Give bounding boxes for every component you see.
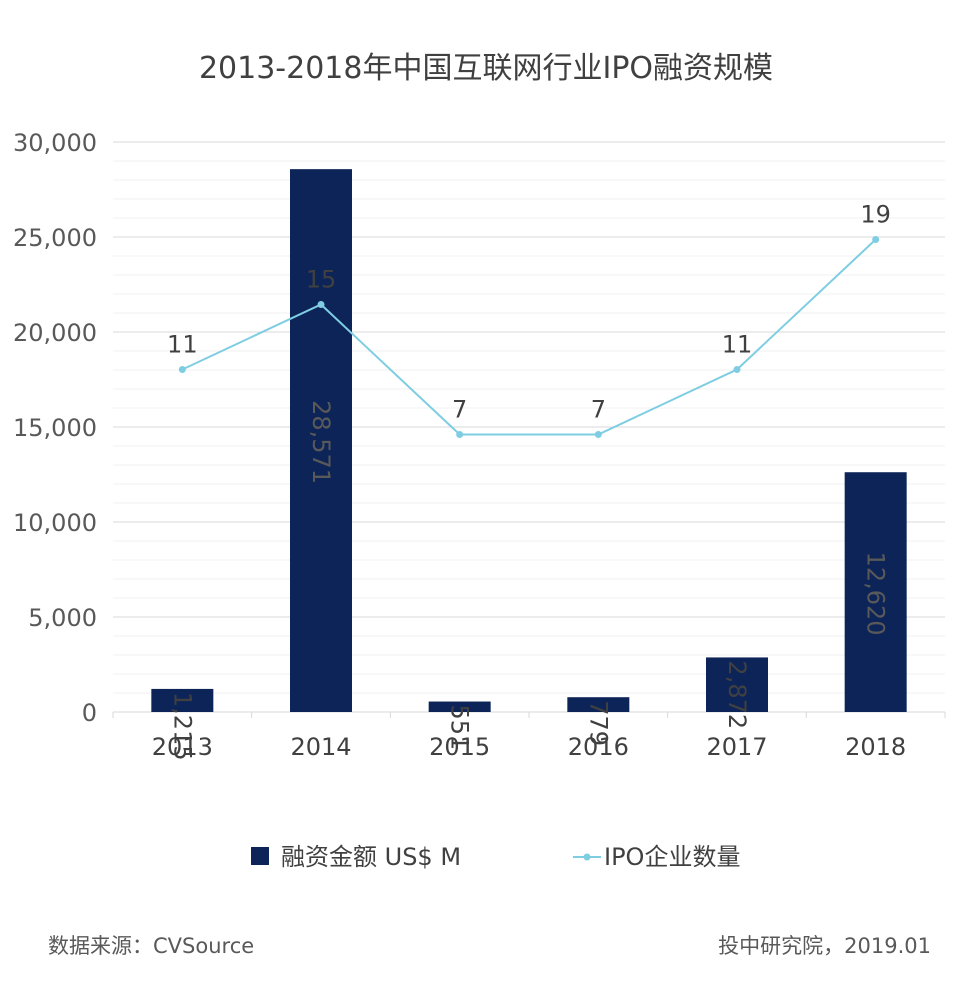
legend: 融资金额 US$ M IPO企业数量 — [251, 843, 740, 871]
x-tick-label: 2013 — [152, 733, 213, 761]
line-value-label: 19 — [860, 201, 891, 229]
line-value-label: 11 — [722, 331, 753, 359]
bar — [428, 701, 491, 712]
bar-value-label: 1,215 — [168, 692, 196, 761]
line-value-label: 7 — [591, 396, 606, 424]
bar — [567, 697, 630, 712]
x-tick-label: 2016 — [568, 733, 629, 761]
line-point — [594, 431, 602, 438]
line-value-label: 15 — [306, 266, 337, 294]
bar-value-label: 28,571 — [307, 400, 335, 484]
line-point — [733, 366, 741, 373]
bar-series: 1,215 28,571 551 779 2,872 12,620 — [151, 169, 907, 761]
x-tick-label: 2014 — [290, 733, 351, 761]
legend-bar-swatch — [251, 847, 269, 865]
y-axis: 0 5,000 10,000 15,000 20,000 25,000 30,000 — [13, 129, 97, 727]
bar-value-label: 2,872 — [723, 660, 751, 729]
credit-note: 投中研究院，2019.01 — [718, 934, 931, 958]
y-tick-label: 25,000 — [13, 224, 97, 252]
gridlines — [113, 141, 945, 694]
y-tick-label: 5,000 — [28, 604, 97, 632]
line-point — [872, 236, 880, 243]
series-line — [181, 238, 877, 436]
line-series: 11 15 7 7 11 19 — [167, 201, 891, 438]
chart-title: 2013-2018年中国互联网行业IPO融资规模 — [199, 51, 773, 86]
y-tick-label: 20,000 — [13, 319, 97, 347]
line-point — [317, 301, 325, 308]
line-point — [456, 431, 464, 438]
y-tick-label: 10,000 — [13, 509, 97, 537]
bar — [844, 472, 907, 712]
x-tick-label: 2015 — [429, 733, 490, 761]
y-tick-label: 0 — [82, 699, 97, 727]
bar-value-label: 551 — [446, 705, 474, 751]
legend-line-marker — [583, 853, 591, 861]
y-tick-label: 15,000 — [13, 414, 97, 442]
x-tick-label: 2018 — [845, 733, 906, 761]
data-source-note: 数据来源：CVSource — [48, 934, 255, 958]
bar-value-label: 779 — [584, 700, 612, 746]
bar-value-label: 12,620 — [862, 552, 890, 636]
line-point — [178, 366, 186, 373]
legend-line-label: IPO企业数量 — [604, 843, 740, 871]
bar — [151, 688, 214, 712]
legend-bar-label: 融资金额 US$ M — [281, 843, 461, 871]
line-value-label: 11 — [167, 331, 198, 359]
bar — [706, 657, 768, 712]
bar — [290, 169, 352, 712]
y-tick-label: 30,000 — [13, 129, 97, 157]
line-value-label: 7 — [452, 396, 467, 424]
x-axis: 2013 2014 2015 2016 2017 2018 — [112, 711, 946, 761]
x-tick-label: 2017 — [706, 733, 767, 761]
